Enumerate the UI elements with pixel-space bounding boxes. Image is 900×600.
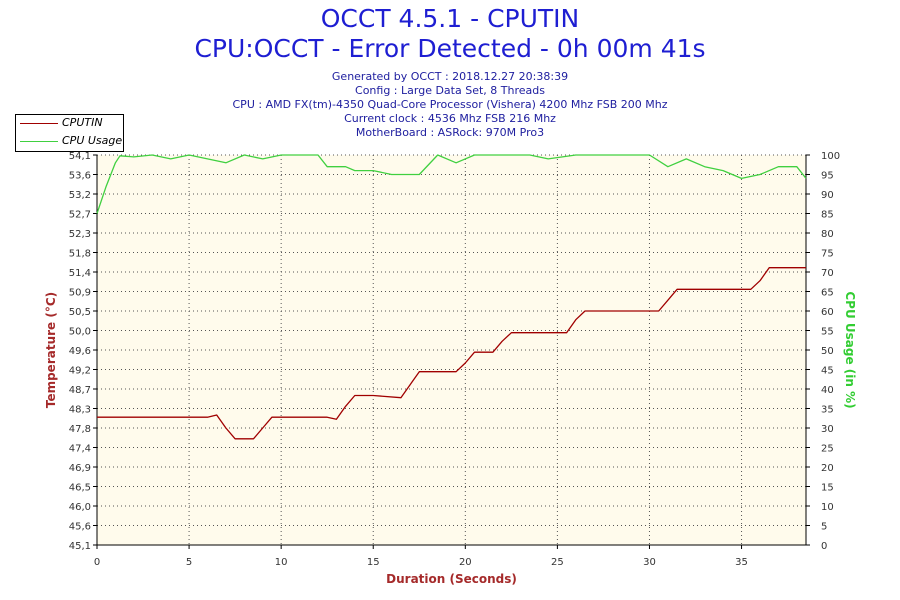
y2-tick-label: 60: [821, 307, 834, 318]
x-tick-label: 35: [735, 557, 748, 568]
y-tick-label: 50,5: [69, 307, 91, 318]
y2-tick-label: 35: [821, 405, 834, 416]
y-tick-label: 51,4: [69, 268, 91, 279]
x-tick-label: 0: [94, 557, 100, 568]
plot-background: [97, 155, 806, 545]
y-tick-label: 48,3: [69, 405, 91, 416]
y2-tick-label: 5: [821, 522, 827, 533]
legend-swatch-cputin: [20, 123, 58, 124]
y2-tick-label: 100: [821, 151, 840, 162]
y2-tick-label: 75: [821, 249, 834, 260]
chart-subtitle: CPU:OCCT - Error Detected - 0h 00m 41s: [194, 34, 706, 63]
info-generated: Generated by OCCT : 2018.12.27 20:38:39: [331, 70, 569, 83]
legend-label-cpu-usage: CPU Usage: [62, 134, 123, 147]
y2-tick-label: 15: [821, 483, 834, 494]
y2-tick-label: 70: [821, 268, 834, 279]
info-config: Config : Large Data Set, 8 Threads: [355, 84, 545, 97]
info-motherboard: MotherBoard : ASRock: 970M Pro3: [355, 126, 545, 139]
legend-swatch-cpu-usage: [20, 141, 58, 142]
y-tick-label: 52,7: [69, 210, 91, 221]
y-tick-label: 48,7: [69, 385, 91, 396]
x-tick-label: 5: [186, 557, 192, 568]
chart-title: OCCT 4.5.1 - CPUTIN: [320, 4, 580, 33]
info-clock: Current clock : 4536 Mhz FSB 216 Mhz: [344, 112, 556, 125]
y-tick-label: 46,0: [69, 502, 91, 513]
y2-tick-label: 50: [821, 346, 834, 357]
series-line-cputin: [97, 267, 806, 440]
y-tick-label: 53,2: [69, 190, 91, 201]
x-tick-label: 15: [367, 557, 380, 568]
y2-tick-label: 65: [821, 288, 834, 299]
y-tick-label: 47,4: [69, 444, 91, 455]
y-tick-label: 45,1: [69, 541, 91, 552]
y-tick-label: 49,6: [69, 346, 91, 357]
legend-label-cputin: CPUTIN: [62, 116, 103, 129]
y2-tick-label: 45: [821, 366, 834, 377]
y-tick-label: 52,3: [69, 229, 91, 240]
x-tick-label: 25: [551, 557, 564, 568]
legend-item-cputin: CPUTIN: [16, 115, 123, 132]
y-tick-label: 47,8: [69, 424, 91, 435]
y-axis-title: Temperature (°C): [44, 292, 58, 408]
x-tick-label: 30: [643, 557, 656, 568]
y-tick-label: 50,9: [69, 288, 91, 299]
y-tick-label: 46,5: [69, 483, 91, 494]
y-tick-label: 50,0: [69, 327, 91, 338]
y2-tick-label: 30: [821, 424, 834, 435]
y-tick-label: 51,8: [69, 249, 91, 260]
y-tick-label: 53,6: [69, 171, 91, 182]
y2-tick-label: 20: [821, 463, 834, 474]
legend-item-cpu-usage: CPU Usage: [16, 133, 123, 150]
y2-tick-label: 85: [821, 210, 834, 221]
y2-tick-label: 10: [821, 502, 834, 513]
chart-legend: CPUTIN CPU Usage: [15, 114, 124, 152]
info-cpu: CPU : AMD FX(tm)-4350 Quad-Core Processo…: [232, 98, 668, 111]
y2-tick-label: 95: [821, 171, 834, 182]
y2-tick-label: 25: [821, 444, 834, 455]
y2-tick-label: 55: [821, 327, 834, 338]
y-tick-label: 49,2: [69, 366, 91, 377]
x-axis-title: Duration (Seconds): [386, 572, 517, 586]
series-line-cpu-usage: [96, 154, 807, 214]
y-tick-label: 45,6: [69, 522, 91, 533]
x-tick-label: 10: [275, 557, 288, 568]
y2-tick-label: 80: [821, 229, 834, 240]
y2-tick-label: 40: [821, 385, 834, 396]
y-tick-label: 54,1: [69, 151, 91, 162]
y2-axis-title: CPU Usage (in %): [843, 291, 857, 408]
y2-tick-label: 0: [821, 541, 827, 552]
y-tick-label: 46,9: [69, 463, 91, 474]
y2-tick-label: 90: [821, 190, 834, 201]
x-tick-label: 20: [459, 557, 472, 568]
